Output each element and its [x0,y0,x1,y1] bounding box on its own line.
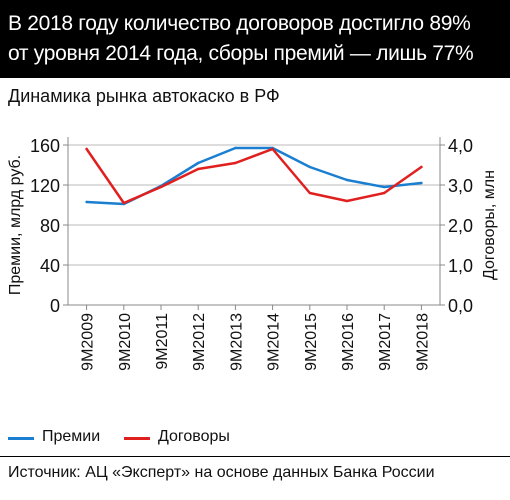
x-tick-label: 9M2009 [80,313,97,371]
x-tick-label: 9M2017 [377,313,394,371]
y-tick-label: 80 [40,216,60,236]
y-tick-label: 120 [30,176,60,196]
data-point-contracts [308,191,311,195]
y-tick-label: 40 [40,256,60,276]
source-note: Источник: АЦ «Эксперт» на основе данных … [8,464,435,481]
data-point-contracts [197,167,200,171]
data-point-premiums [234,146,237,150]
y2-tick-label: 2,0 [448,216,473,236]
data-point-contracts [271,147,274,151]
data-point-premiums [383,185,386,189]
headline-line-2: от уровня 2014 года, сборы премий — лишь… [8,42,474,65]
headline-line-1: В 2018 году количество договоров достигл… [8,12,471,35]
y2-tick-label: 0,0 [448,296,473,316]
x-tick-label: 9M2011 [154,313,171,370]
legend-swatch-premiums [8,437,34,440]
x-tick-label: 9M2012 [191,313,208,371]
legend-label-premiums: Премии [42,428,101,445]
y-tick-label: 0 [50,296,60,316]
y2-tick-label: 1,0 [448,256,473,276]
data-point-premiums [308,165,311,169]
y-axis-title: Премии, млрд руб. [7,155,24,295]
y2-tick-label: 3,0 [448,176,473,196]
x-tick-label: 9M2013 [228,313,245,371]
series-line-contracts [85,147,423,205]
x-tick-label: 9M2010 [117,313,134,371]
data-point-contracts [159,185,163,189]
data-point-contracts [122,201,126,205]
x-tick-label: 9M2014 [266,313,283,371]
data-point-contracts [234,161,237,165]
data-point-premiums [345,178,349,182]
data-point-contracts [345,199,349,203]
headline-banner: В 2018 году количество договоров достигл… [0,0,510,78]
data-point-premiums [420,181,423,185]
data-point-contracts [85,147,88,151]
y2-axis-title: Договоры, млн [481,170,498,280]
x-tick-label: 9M2018 [414,313,431,371]
data-point-premiums [197,161,200,165]
data-point-contracts [420,165,423,169]
x-tick-label: 9M2016 [340,313,357,371]
chart-subtitle: Динамика рынка автокаско в РФ [8,86,280,106]
y2-tick-label: 4,0 [448,136,473,156]
y-tick-label: 160 [30,136,60,156]
data-point-contracts [383,191,386,195]
data-point-premiums [85,200,88,204]
legend-swatch-contracts [124,437,150,440]
footer-divider [0,456,510,457]
x-tick-label: 9M2015 [303,313,320,371]
legend-label-contracts: Договоры [158,428,230,445]
line-chart: 0 40 80 120 160 0,0 1,0 2,0 3,0 4,0 9M2009 9M2010 9M… [7,136,498,371]
